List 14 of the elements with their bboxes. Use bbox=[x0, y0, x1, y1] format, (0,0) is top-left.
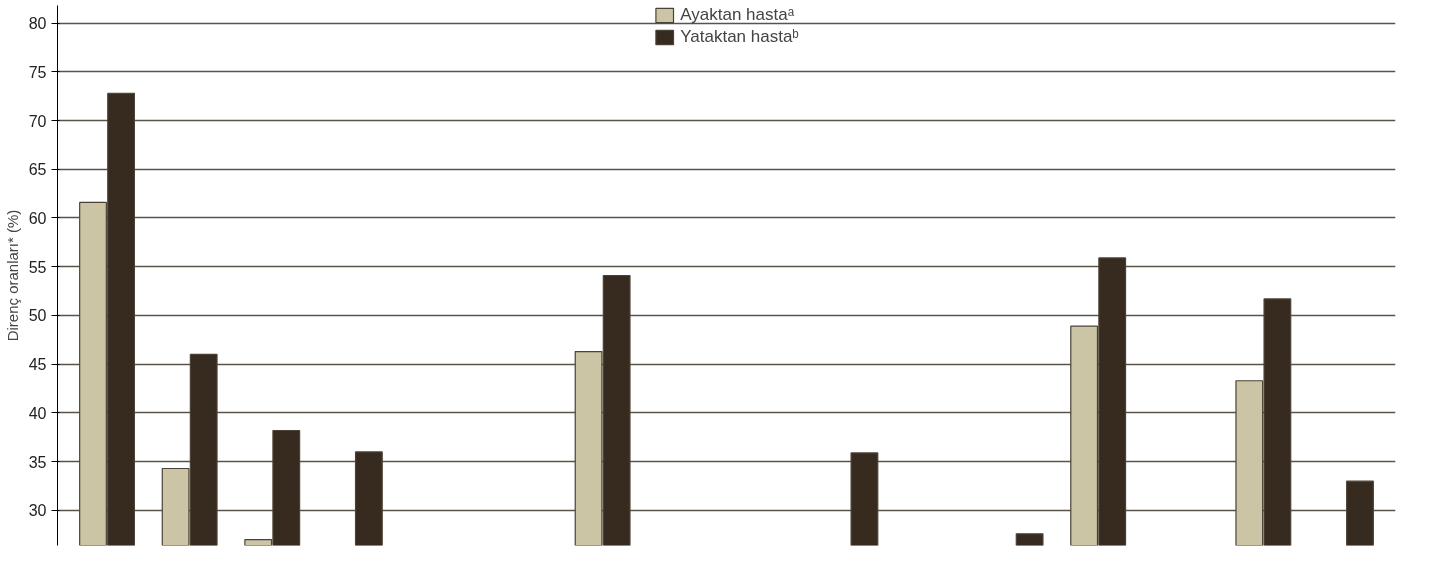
y-axis-title: Direnç oranları* (%) bbox=[3, 209, 21, 342]
y-tick-label: 30 bbox=[28, 502, 47, 520]
y-tick-label: 50 bbox=[28, 307, 47, 325]
y-tick-label: 45 bbox=[28, 356, 47, 374]
y-tick-label: 35 bbox=[28, 453, 47, 471]
legend-label: Yataktan hastaᵇ bbox=[680, 27, 799, 47]
legend-label: Ayaktan hastaᵃ bbox=[680, 5, 794, 25]
y-tick-label: 80 bbox=[28, 15, 47, 33]
y-tick-label: 55 bbox=[28, 258, 47, 276]
y-tick-label: 60 bbox=[28, 209, 47, 227]
y-tick-label: 65 bbox=[28, 161, 47, 179]
y-tick-label: 75 bbox=[28, 63, 47, 81]
y-tick-label: 40 bbox=[28, 404, 47, 422]
y-tick-label: 70 bbox=[28, 112, 47, 130]
